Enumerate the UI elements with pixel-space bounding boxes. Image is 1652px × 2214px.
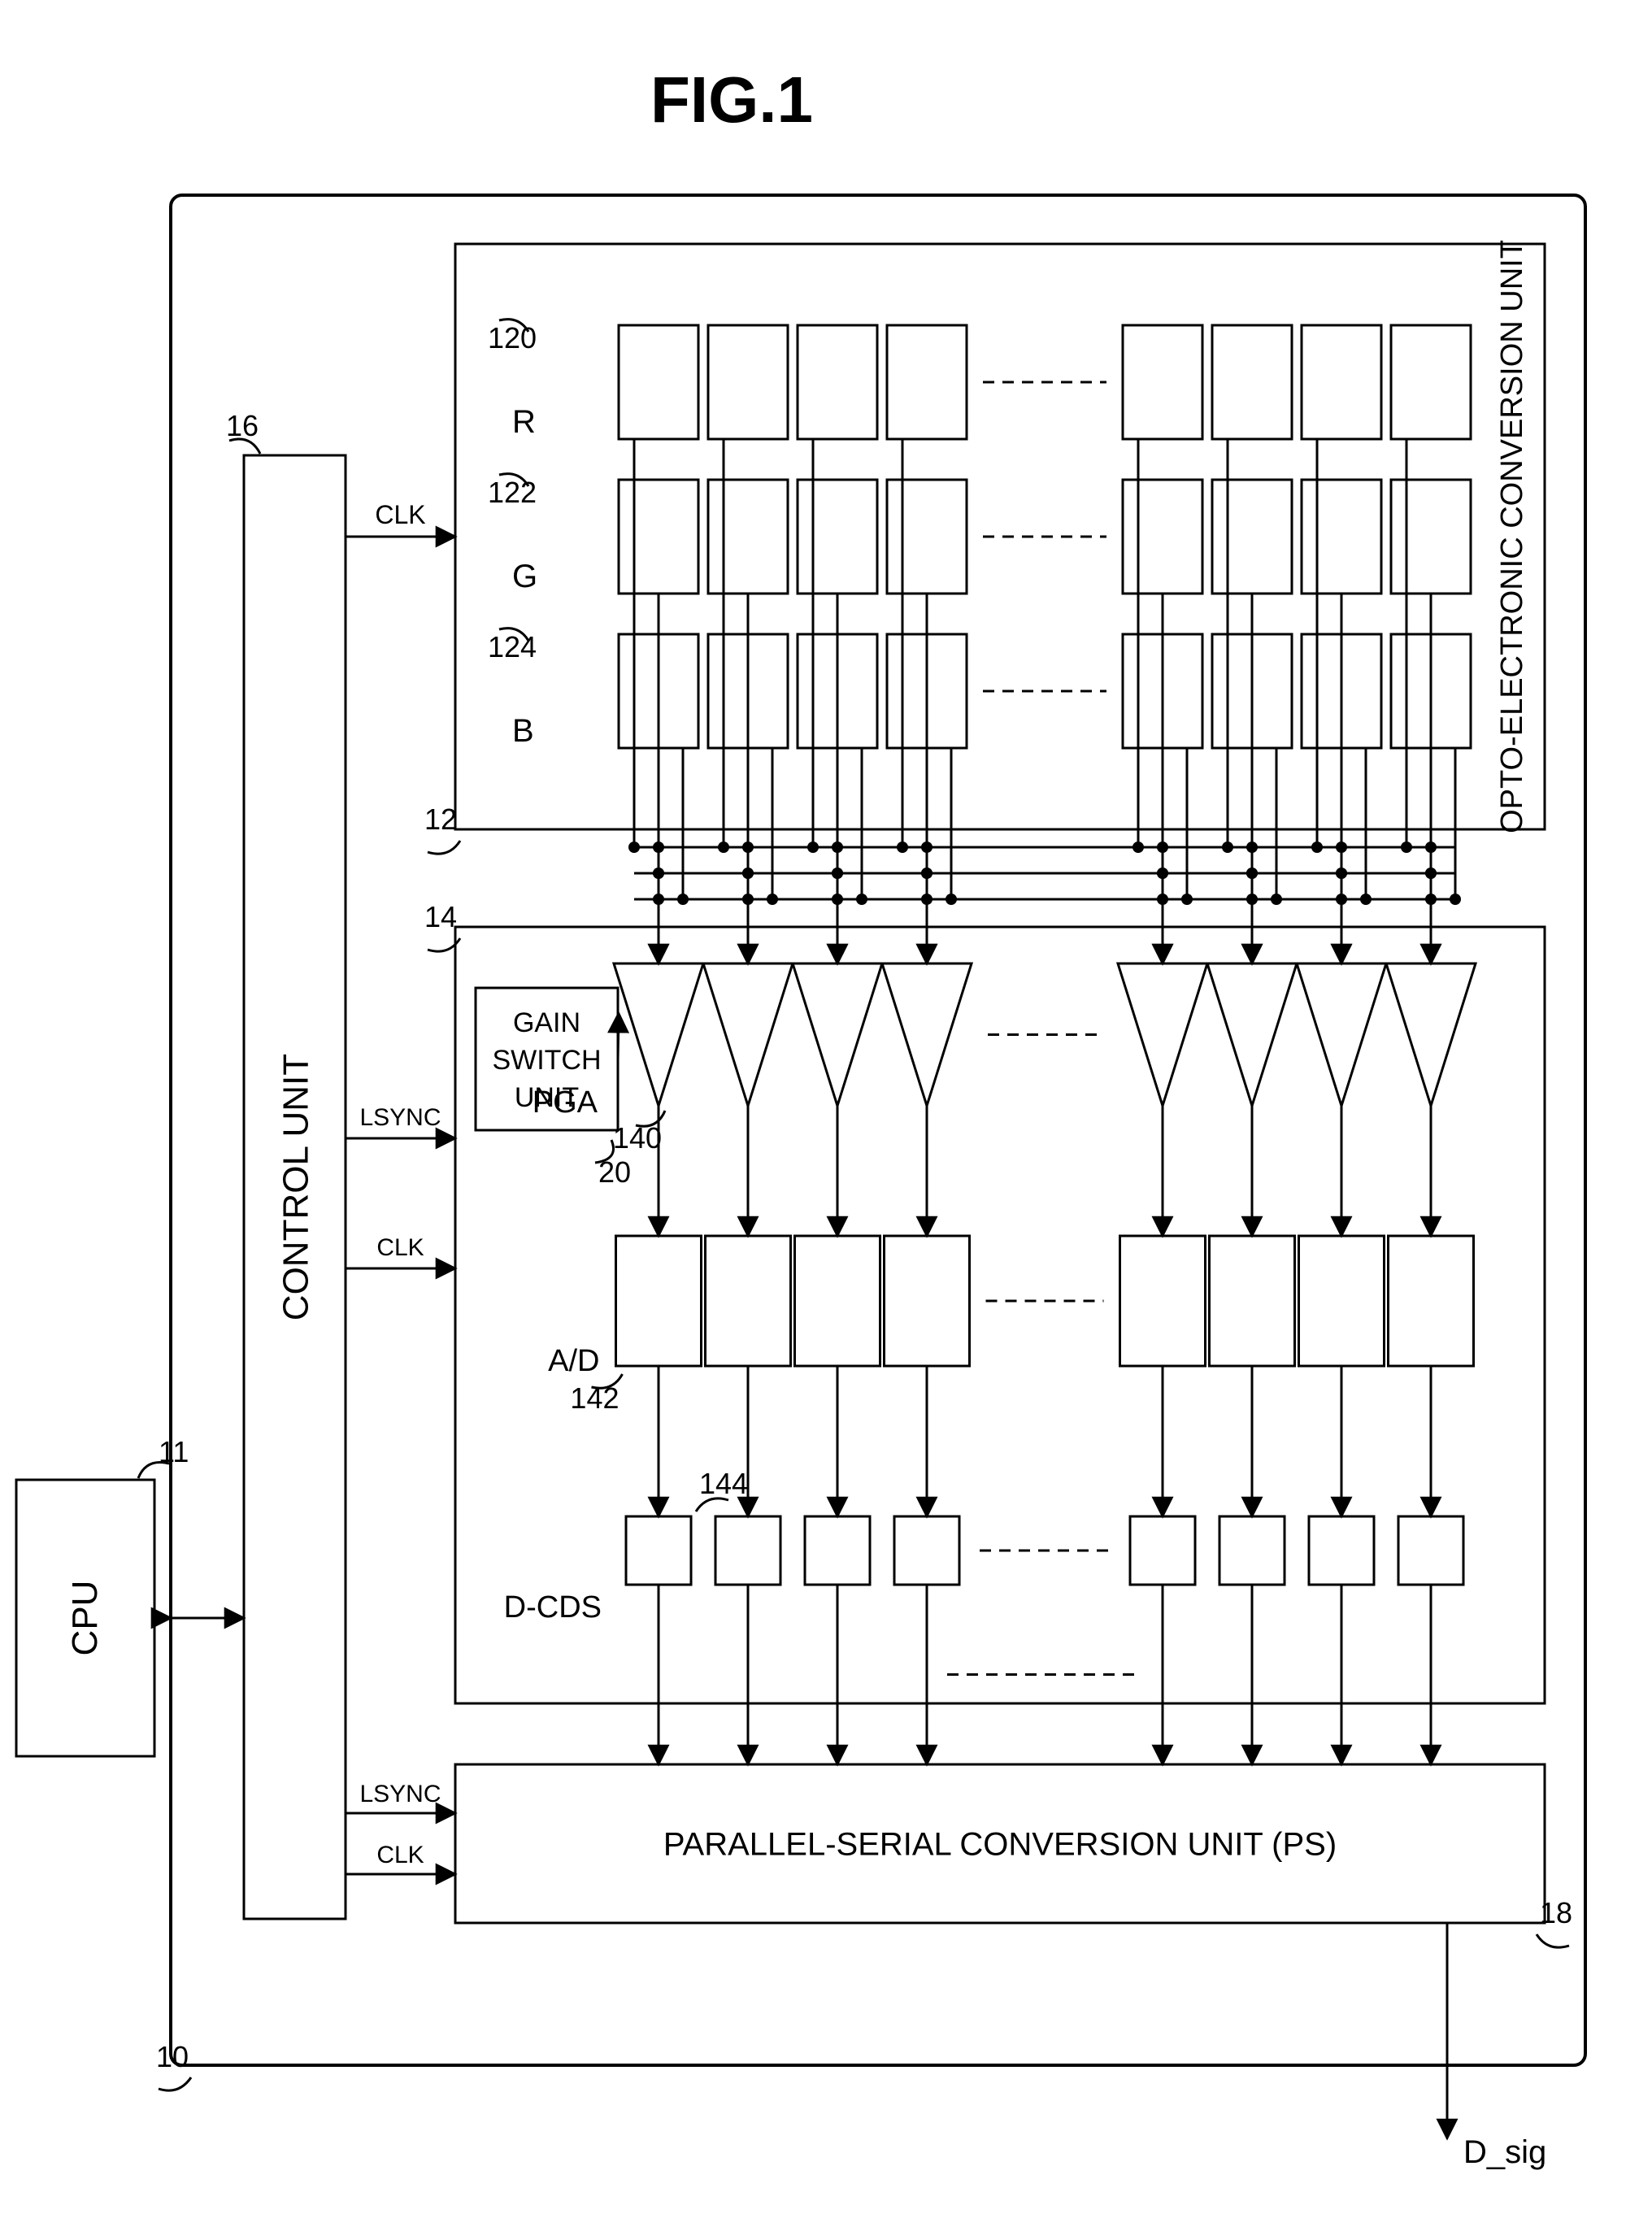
pga [1207,963,1297,1106]
pixel-R [798,325,877,439]
pga [614,963,703,1106]
ad [1210,1236,1295,1366]
ps-label: PARALLEL-SERIAL CONVERSION UNIT (PS) [663,1827,1337,1863]
pixel-G [1212,480,1292,594]
pixel-G [708,480,788,594]
ref-chip: 10 [156,2040,189,2073]
dcds [1309,1516,1374,1585]
pga [882,963,972,1106]
dcds [894,1516,959,1585]
pixel-R [1212,325,1292,439]
pixel-G [887,480,967,594]
ad [1389,1236,1474,1366]
ref-dcds: 144 [699,1467,748,1500]
gain-switch-label-0: GAIN [513,1007,580,1038]
row-label-B: B [512,713,534,749]
wire-gain-to-pga [618,1013,619,1059]
pga [703,963,793,1106]
gain-switch-label-1: SWITCH [492,1045,601,1076]
pixel-R [1391,325,1471,439]
dsig-label: D_sig [1463,2134,1546,2170]
dcds [626,1516,691,1585]
pixel-R [708,325,788,439]
pixel-R [619,325,698,439]
ref-pga: 140 [613,1121,662,1155]
pixel-R [887,325,967,439]
dcds [1219,1516,1285,1585]
ref-row-R: 120 [488,321,537,355]
pga [1118,963,1207,1106]
ad [1299,1236,1385,1366]
clk-ps-label: CLK [376,1842,424,1868]
ref-ps: 18 [1540,1896,1572,1929]
ref-ad: 142 [570,1381,619,1415]
ref-opto: 12 [424,803,457,836]
pga [1386,963,1476,1106]
ad [885,1236,970,1366]
dcds [1130,1516,1195,1585]
pixel-G [619,480,698,594]
dcds [1398,1516,1463,1585]
row-label-R: R [512,404,536,440]
control-label: CONTROL UNIT [276,1054,316,1320]
cpu-label: CPU [65,1581,105,1656]
pixel-G [1123,480,1202,594]
ref-cpu: 11 [159,1435,189,1468]
pixel-G [798,480,877,594]
ref-analog: 14 [424,900,457,933]
ref-row-B: 124 [488,630,537,663]
dcds [805,1516,870,1585]
pixel-R [1123,325,1202,439]
dcds-label: D-CDS [504,1590,602,1625]
ad [706,1236,791,1366]
ad-label: A/D [548,1344,599,1378]
gain-switch-label-2: UNIT [515,1082,579,1113]
clk-opto-label: CLK [375,500,425,529]
ad [616,1236,702,1366]
dcds [715,1516,780,1585]
ad [1120,1236,1206,1366]
opto-label: OPTO-ELECTRONIC CONVERSION UNIT [1495,240,1529,833]
row-label-G: G [512,559,537,594]
pixel-G [1302,480,1381,594]
figure-svg: FIG.1 10 CPU 11 CONTROL UNIT 16 OPTO-ELECTRONI… [0,0,1652,2214]
lsync-ps-label: LSYNC [359,1781,441,1807]
lsync-analog-label: LSYNC [359,1104,441,1131]
pixel-R [1302,325,1381,439]
ref-control: 16 [226,409,259,442]
figure-title: FIG.1 [650,63,813,136]
clk-analog-label: CLK [376,1234,424,1261]
ref-gain: 20 [598,1155,631,1189]
pga [1297,963,1386,1106]
ref-row-G: 122 [488,476,537,509]
pixel-G [1391,480,1471,594]
ad [795,1236,880,1366]
pga [793,963,882,1106]
